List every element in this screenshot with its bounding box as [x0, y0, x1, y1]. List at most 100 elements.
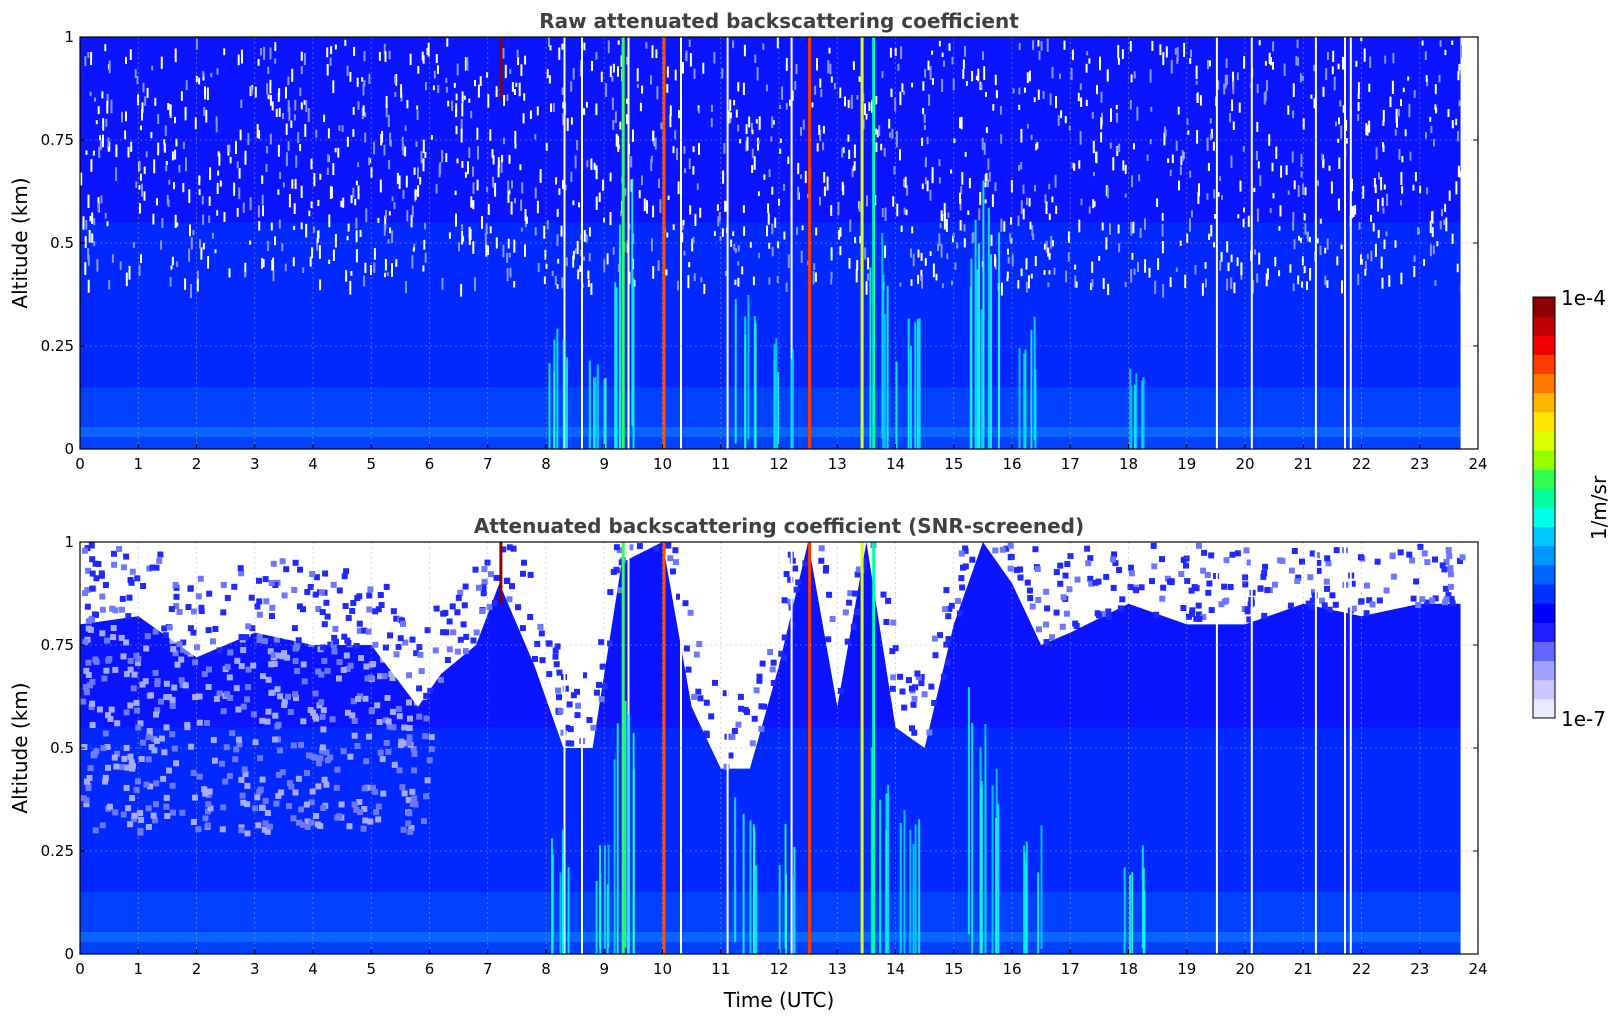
noise-speckle [1291, 151, 1294, 163]
noise-speckle [558, 47, 561, 61]
noise-speckle [461, 103, 464, 117]
boundary-cell [756, 677, 763, 684]
haze-cell [127, 753, 134, 760]
haze-cell [158, 698, 164, 705]
noise-speckle [1351, 206, 1353, 219]
noise-speckle [347, 223, 350, 232]
noise-speckle [99, 135, 102, 141]
noise-speckle [543, 225, 546, 239]
noise-speckle [513, 281, 516, 288]
noise-speckle [1189, 57, 1192, 64]
boundary-cell [493, 574, 500, 581]
noise-speckle [455, 109, 457, 118]
boundary-cell [1138, 584, 1145, 591]
noise-speckle [290, 120, 293, 128]
haze-cell [305, 752, 312, 759]
noise-speckle [1068, 125, 1071, 131]
noise-speckle [823, 186, 826, 197]
haze-cell [114, 720, 121, 727]
noise-speckle [1232, 81, 1235, 94]
noise-speckle [157, 114, 160, 125]
noise-speckle [1300, 153, 1303, 167]
boundary-cell [1247, 601, 1254, 608]
noise-speckle [279, 172, 282, 180]
noise-speckle [546, 69, 549, 79]
haze-cell [301, 678, 308, 685]
noise-speckle [591, 61, 593, 71]
haze-cell [204, 822, 211, 829]
boundary-cell [1221, 598, 1228, 605]
noise-speckle [332, 80, 335, 94]
grid-raw [80, 37, 1478, 449]
noise-speckle [692, 166, 695, 175]
haze-cell [275, 721, 282, 728]
haze-cell [327, 754, 334, 761]
noise-speckle [1009, 233, 1012, 242]
noise-speckle [1443, 219, 1446, 225]
colorbar-segment [1533, 584, 1555, 604]
convective-plume [1040, 825, 1043, 949]
noise-speckle [167, 103, 170, 110]
noise-speckle [685, 53, 688, 60]
boundary-cell [397, 635, 404, 642]
noise-speckle [174, 214, 177, 228]
boundary-cell [1024, 579, 1031, 586]
noise-speckle [476, 179, 479, 191]
noise-speckle [1438, 75, 1441, 83]
noise-speckle [202, 71, 205, 77]
noise-speckle [353, 47, 356, 56]
noise-speckle [1306, 231, 1309, 239]
noise-speckle [620, 55, 623, 67]
boundary-cell [383, 583, 390, 590]
noise-speckle [1439, 40, 1442, 47]
haze-cell [172, 650, 179, 657]
noise-speckle [508, 154, 511, 164]
noise-speckle [202, 73, 205, 81]
noise-speckle [1010, 217, 1013, 225]
noise-speckle [236, 208, 239, 217]
boundary-cell [140, 583, 147, 589]
noise-speckle [1020, 162, 1023, 170]
noise-speckle [556, 208, 559, 217]
noise-speckle [1251, 280, 1254, 294]
noise-speckle [1455, 118, 1458, 126]
noise-speckle [1354, 205, 1357, 215]
noise-speckle [1198, 183, 1200, 197]
noise-speckle [1000, 218, 1003, 232]
haze-cell [179, 681, 186, 688]
noise-speckle [326, 64, 329, 76]
chart-title-screened: Attenuated backscattering coefficient (S… [474, 514, 1084, 538]
noise-speckle [838, 230, 841, 240]
noise-speckle [1239, 180, 1242, 192]
boundary-cell [460, 621, 467, 628]
haze-cell [407, 715, 413, 722]
noise-speckle [323, 114, 326, 123]
boundary-cell [166, 624, 173, 631]
noise-speckle [416, 110, 419, 120]
noise-speckle [203, 106, 206, 116]
boundary-cell [890, 674, 897, 681]
noise-speckle [625, 114, 628, 124]
noise-speckle [924, 69, 927, 78]
boundary-cell [481, 566, 488, 573]
haze-cell [375, 803, 382, 810]
noise-speckle [1007, 256, 1010, 264]
haze-cell [373, 809, 380, 816]
boundary-cell [945, 659, 952, 666]
boundary-cell [1218, 601, 1225, 608]
boundary-cell [349, 608, 356, 614]
noise-speckle [1310, 94, 1313, 99]
haze-cell [313, 813, 320, 819]
noise-speckle [659, 199, 662, 213]
convective-plume [914, 322, 917, 449]
haze-cell [196, 693, 203, 700]
haze-cell [206, 788, 213, 795]
noise-speckle [105, 119, 108, 127]
noise-speckle [235, 141, 237, 154]
noise-speckle [1391, 80, 1394, 94]
haze-cell [406, 725, 413, 731]
x-tick-label: 0 [75, 455, 85, 473]
noise-speckle [1067, 252, 1070, 262]
haze-cell [160, 775, 167, 782]
noise-speckle [1157, 258, 1160, 270]
